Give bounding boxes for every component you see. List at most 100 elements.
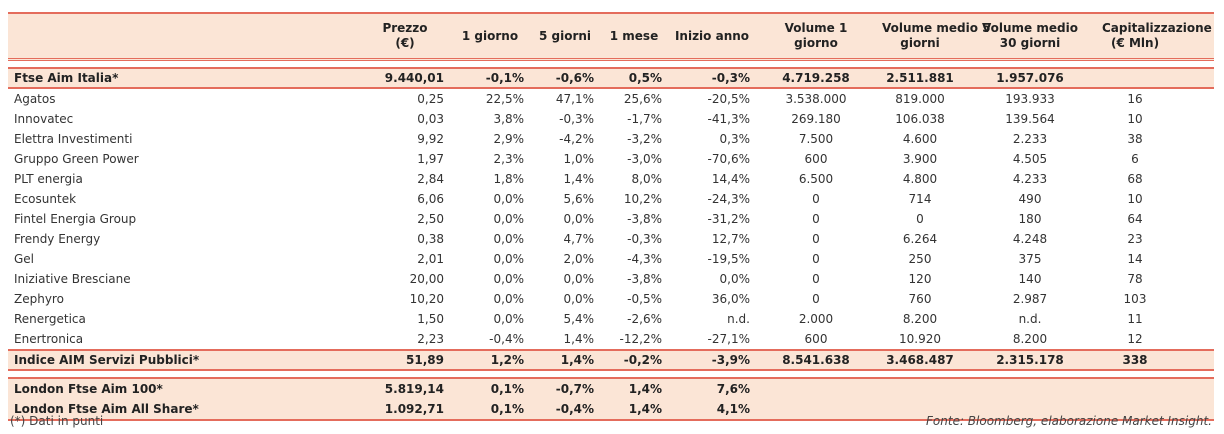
table-cell: 140 [1018, 272, 1042, 286]
table-cell: 0,1% [450, 377, 530, 399]
table-cell: -0,1% [450, 67, 530, 89]
table-cell: 0,5% [600, 67, 668, 89]
row-label: Gel [14, 252, 35, 266]
spacer-cell [8, 370, 1214, 378]
table-cell: 4.248 [1012, 232, 1048, 246]
table-cell: -3,0% [627, 152, 662, 166]
table-cell: 47,1% [555, 92, 594, 106]
table-cell: 11 [1127, 312, 1143, 326]
table-cell: 4,1% [668, 399, 756, 421]
table-cell: 0 [812, 192, 820, 206]
table-cell: 180 [1018, 212, 1042, 226]
table-cell: 1.957.076 [964, 67, 1096, 89]
table-cell [1174, 349, 1214, 371]
table-cell [1174, 88, 1214, 109]
table-cell: 0,0% [493, 212, 525, 226]
table-cell: 2,3% [493, 152, 525, 166]
table-cell: 5,4% [563, 312, 595, 326]
index-row: Ftse Aim Italia* 9.440,01 -0,1% -0,6% 0,5% -0… [8, 67, 1214, 89]
row-label: Enertronica [14, 332, 84, 346]
row-label: Fintel Energia Group [14, 212, 137, 226]
table-cell: 6.264 [902, 232, 938, 246]
column-header [1174, 12, 1214, 61]
table-cell: 4.719.258 [756, 67, 876, 89]
table-cell: 4.800 [902, 172, 938, 186]
column-header: Capitalizzazione (€ Mln) [1096, 12, 1212, 61]
table-cell: 3.538.000 [785, 92, 847, 106]
table-cell: 0,38 [417, 232, 444, 246]
table-cell: 8,0% [631, 172, 663, 186]
table-row: PLT energia 2,84 1,8% 1,4% 8,0% 14,4% 6.500 4.8… [8, 169, 1214, 189]
table-cell: -0,7% [530, 377, 600, 399]
table-cell: -41,3% [707, 112, 750, 126]
table-cell: 120 [908, 272, 932, 286]
column-header: Inizio anno [668, 12, 756, 61]
table-cell [756, 399, 876, 421]
table-cell: 38 [1127, 132, 1143, 146]
index-row: London Ftse Aim 100* 5.819,14 0,1% -0,7% 1,4… [8, 377, 1214, 399]
table-cell: 0 [812, 212, 820, 226]
table-row: Innovatec 0,03 3,8% -0,3% -1,7% -41,3% 269.180… [8, 109, 1214, 129]
table-cell: -12,2% [619, 332, 662, 346]
table-cell: 78 [1127, 272, 1143, 286]
table-cell: 7.500 [798, 132, 834, 146]
table-cell: -31,2% [707, 212, 750, 226]
row-label: Ftse Aim Italia* [8, 67, 360, 89]
table-cell: 2.987 [1012, 292, 1048, 306]
table-cell: 0,1% [450, 399, 530, 421]
table-cell: 1,8% [493, 172, 525, 186]
table-cell [1096, 377, 1174, 399]
table-header: Prezzo (€) 1 giorno 5 giorni 1 mese Inizio a… [8, 12, 1214, 61]
row-label: London Ftse Aim 100* [8, 377, 360, 399]
table-cell: 338 [1096, 349, 1174, 371]
table-cell: 714 [908, 192, 932, 206]
table-cell: 600 [804, 152, 828, 166]
table-cell [1174, 109, 1214, 129]
table-cell: -0,2% [600, 349, 668, 371]
table-cell: -4,2% [559, 132, 594, 146]
table-cell: 25,6% [623, 92, 662, 106]
table-cell: 760 [908, 292, 932, 306]
table-cell: 4.233 [1012, 172, 1048, 186]
table-cell [1174, 289, 1214, 309]
index-row: London Ftse Aim All Share* 1.092,71 0,1% -0… [8, 399, 1214, 421]
table-cell: 68 [1127, 172, 1143, 186]
table-cell: 1,4% [600, 377, 668, 399]
table-cell: -0,6% [530, 67, 600, 89]
table-cell: -3,9% [668, 349, 756, 371]
table-cell: 23 [1127, 232, 1143, 246]
table-cell: 9.440,01 [360, 67, 450, 89]
table-cell: 1,0% [563, 152, 595, 166]
table-row: Zephyro 10,20 0,0% 0,0% -0,5% 36,0% 0 760 2.987 1… [8, 289, 1214, 309]
row-label: Zephyro [14, 292, 64, 306]
table-cell: -20,5% [707, 92, 750, 106]
table-cell: 0,03 [417, 112, 444, 126]
table-cell: -3,8% [627, 272, 662, 286]
table-row: Frendy Energy 0,38 0,0% 4,7% -0,3% 12,7% 0 6.26… [8, 229, 1214, 249]
table-cell: 6,06 [417, 192, 444, 206]
table-cell: 375 [1018, 252, 1042, 266]
table-cell: 269.180 [791, 112, 841, 126]
table-cell: 193.933 [1005, 92, 1055, 106]
table-cell: 0 [812, 232, 820, 246]
table-cell: 2.000 [798, 312, 834, 326]
table-cell: n.d. [727, 312, 750, 326]
column-header [8, 12, 360, 61]
column-header: Prezzo (€) [360, 12, 450, 61]
table-cell: 0,0% [493, 252, 525, 266]
table-cell: 2,9% [493, 132, 525, 146]
table-cell: 8.200 [1012, 332, 1048, 346]
spacer-cell [8, 60, 1214, 69]
table-cell: 1.092,71 [360, 399, 450, 421]
table-cell: 1,4% [600, 399, 668, 421]
table-cell: 3,8% [493, 112, 525, 126]
row-label: Agatos [14, 92, 56, 106]
table-cell: 10.920 [899, 332, 941, 346]
table-cell: 10 [1127, 112, 1143, 126]
table-cell [1174, 309, 1214, 329]
table-cell: 7,6% [668, 377, 756, 399]
row-label: PLT energia [14, 172, 83, 186]
table-cell [1174, 189, 1214, 209]
table-cell: 600 [804, 332, 828, 346]
table-cell: 0,0% [493, 232, 525, 246]
